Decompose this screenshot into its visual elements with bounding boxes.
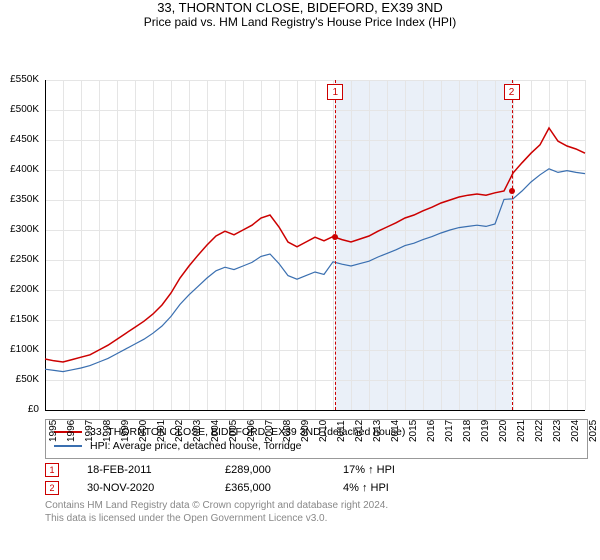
sale-row: 1 18-FEB-2011 £289,000 17% ↑ HPI xyxy=(45,463,588,477)
marker-box: 1 xyxy=(327,84,343,100)
x-axis-label: 2021 xyxy=(516,420,527,442)
x-axis-label: 2007 xyxy=(264,420,275,442)
footer-line-1: Contains HM Land Registry data © Crown c… xyxy=(45,499,588,512)
page-title: 33, THORNTON CLOSE, BIDEFORD, EX39 3ND xyxy=(0,0,600,15)
x-axis-label: 2002 xyxy=(174,420,185,442)
series-line xyxy=(45,128,585,362)
x-axis-label: 1997 xyxy=(84,420,95,442)
x-axis-label: 2010 xyxy=(318,420,329,442)
x-axis-label: 1996 xyxy=(66,420,77,442)
sale-delta: 4% ↑ HPI xyxy=(343,482,389,494)
footer-text: Contains HM Land Registry data © Crown c… xyxy=(45,499,588,525)
page-subtitle: Price paid vs. HM Land Registry's House … xyxy=(0,15,600,29)
x-axis-label: 2000 xyxy=(138,420,149,442)
x-axis-label: 2006 xyxy=(246,420,257,442)
x-axis-label: 2003 xyxy=(192,420,203,442)
x-axis-label: 2013 xyxy=(372,420,383,442)
x-axis-label: 2004 xyxy=(210,420,221,442)
x-axis-label: 2019 xyxy=(480,420,491,442)
x-axis-label: 2022 xyxy=(534,420,545,442)
x-axis-label: 2008 xyxy=(282,420,293,442)
sale-row: 2 30-NOV-2020 £365,000 4% ↑ HPI xyxy=(45,481,588,495)
x-axis-label: 2023 xyxy=(552,420,563,442)
x-axis-label: 2011 xyxy=(336,420,347,442)
sale-delta: 17% ↑ HPI xyxy=(343,464,395,476)
x-axis-label: 2017 xyxy=(444,420,455,442)
sale-date: 30-NOV-2020 xyxy=(87,482,197,494)
x-axis-label: 2025 xyxy=(588,420,599,442)
legend-swatch xyxy=(54,445,82,447)
x-axis-label: 1999 xyxy=(120,420,131,442)
x-axis-label: 2001 xyxy=(156,420,167,442)
sale-date: 18-FEB-2011 xyxy=(87,464,197,476)
sales-table: 1 18-FEB-2011 £289,000 17% ↑ HPI 2 30-NOV-202… xyxy=(45,463,588,495)
x-axis-label: 2016 xyxy=(426,420,437,442)
footer-line-2: This data is licensed under the Open Gov… xyxy=(45,512,588,525)
x-axis-label: 2012 xyxy=(354,420,365,442)
x-axis-label: 2020 xyxy=(498,420,509,442)
x-axis-label: 1998 xyxy=(102,420,113,442)
sale-marker-box: 1 xyxy=(45,463,59,477)
sale-price: £365,000 xyxy=(225,482,315,494)
series-line xyxy=(45,169,585,372)
x-axis-label: 2005 xyxy=(228,420,239,442)
x-axis-label: 2024 xyxy=(570,420,581,442)
x-axis-label: 2015 xyxy=(408,420,419,442)
marker-box: 2 xyxy=(504,84,520,100)
x-axis-label: 2009 xyxy=(300,420,311,442)
price-chart: £0£50K£100K£150K£200K£250K£300K£350K£400… xyxy=(0,35,600,413)
x-axis-label: 2018 xyxy=(462,420,473,442)
sale-marker-box: 2 xyxy=(45,481,59,495)
x-axis-label: 1995 xyxy=(48,420,59,442)
sale-price: £289,000 xyxy=(225,464,315,476)
x-axis-label: 2014 xyxy=(390,420,401,442)
